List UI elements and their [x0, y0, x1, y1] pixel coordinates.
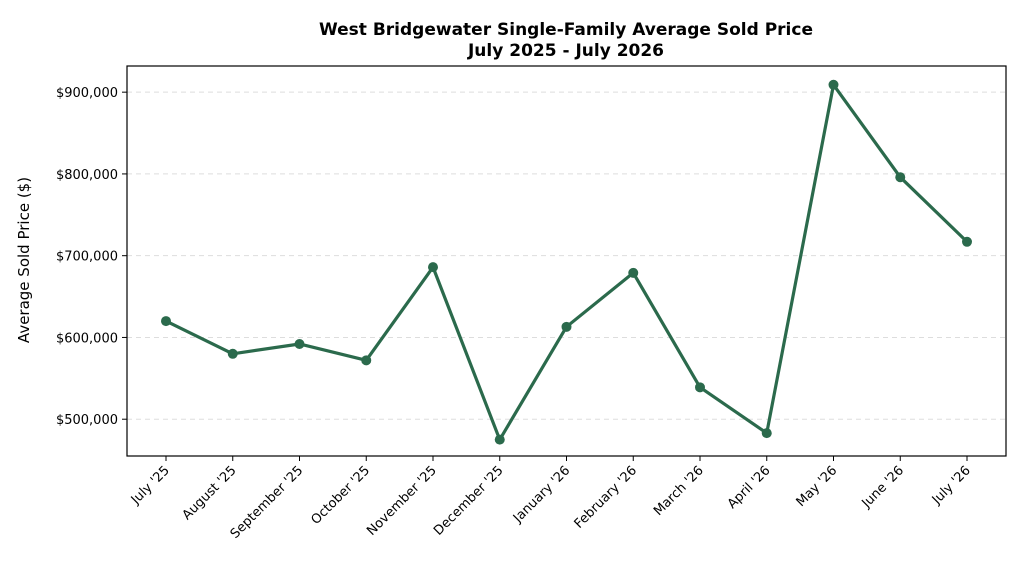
x-tick-label: July '25: [128, 463, 173, 508]
data-point: [361, 355, 372, 366]
data-point: [962, 236, 972, 247]
data-point: [828, 79, 839, 90]
x-tick-label: February '26: [572, 463, 640, 531]
y-axis-ticks: $500,000 $600,000 $700,000 $800,000 $900,000: [56, 86, 127, 428]
chart-subtitle: July 2025 - July 2026: [467, 41, 664, 61]
plot-frame: [126, 65, 1007, 457]
data-point: [561, 321, 572, 332]
data-point: [695, 382, 705, 393]
x-tick-label: December '25: [431, 463, 506, 538]
y-tick-label: $800,000: [56, 168, 118, 183]
series-layer: [164, 83, 969, 442]
data-point: [494, 434, 505, 445]
data-point: [895, 172, 906, 183]
data-point: [628, 267, 639, 278]
x-tick-label: June '26: [859, 463, 907, 511]
x-tick-label: May '26: [794, 463, 841, 510]
chart-title: West Bridgewater Single-Family Average S…: [319, 20, 813, 40]
grid: [127, 91, 1006, 420]
x-tick-label: January '26: [510, 463, 573, 526]
x-tick-label: March '26: [651, 463, 707, 519]
series-line: [164, 83, 969, 442]
data-point: [227, 348, 238, 359]
data-point: [761, 428, 772, 439]
y-tick-label: $900,000: [56, 86, 118, 101]
data-point: [161, 316, 171, 327]
y-tick-label: $600,000: [56, 331, 118, 346]
y-tick-label: $500,000: [56, 413, 118, 428]
y-tick-label: $700,000: [56, 250, 118, 265]
x-tick-label: July '26: [929, 463, 974, 508]
y-axis-label: Average Sold Price ($): [15, 177, 33, 343]
markers: [161, 79, 972, 445]
x-tick-label: April '26: [725, 463, 774, 512]
x-tick-label: September '25: [228, 463, 307, 542]
data-point: [428, 262, 438, 273]
x-tick-label: August '25: [180, 463, 240, 523]
x-tick-label: November '25: [364, 463, 440, 539]
x-tick-label: October '25: [309, 463, 374, 528]
data-point: [294, 338, 305, 349]
